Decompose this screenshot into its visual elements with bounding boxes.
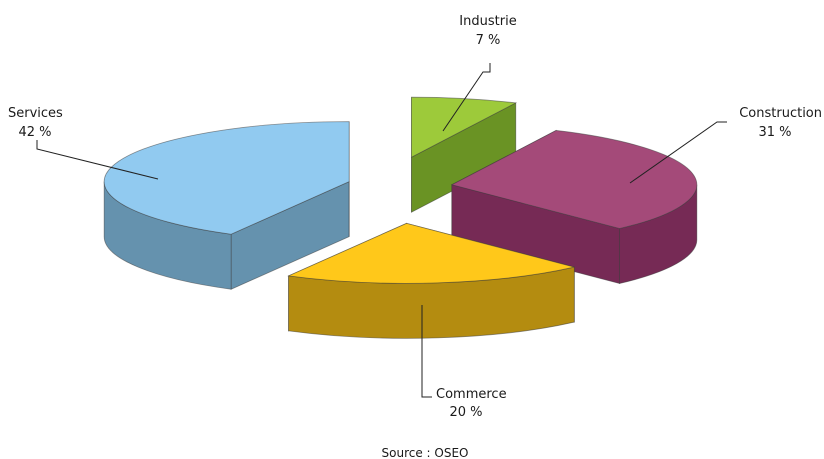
slice-value-industrie: 7 % (476, 33, 501, 48)
chart-source: Source : OSEO (382, 446, 469, 459)
leader-line-industrie (442, 63, 491, 132)
slice-industrie (411, 96, 518, 213)
leaders-layer (36, 63, 727, 398)
slice-value-services: 42 % (18, 125, 51, 140)
slice-commerce (287, 222, 575, 339)
leader-line-construction (629, 121, 727, 184)
labels-layer: Industrie 7 % Construction 31 % Commerce… (8, 14, 822, 459)
slice-label-commerce: Commerce (436, 387, 507, 402)
slice-label-services: Services (8, 106, 63, 121)
slice-label-industrie: Industrie (459, 14, 516, 29)
slice-services (103, 121, 350, 290)
slice-value-commerce: 20 % (449, 405, 482, 420)
leader-line-commerce (421, 305, 432, 398)
leader-line-services (36, 140, 159, 180)
slice-top-commerce (287, 222, 575, 284)
slice-label-construction: Construction (739, 106, 822, 121)
slices-layer (103, 96, 698, 339)
slice-value-construction: 31 % (758, 125, 791, 140)
slice-construction (450, 129, 698, 284)
slice-top-services (103, 121, 350, 235)
slice-top-construction (450, 130, 698, 229)
